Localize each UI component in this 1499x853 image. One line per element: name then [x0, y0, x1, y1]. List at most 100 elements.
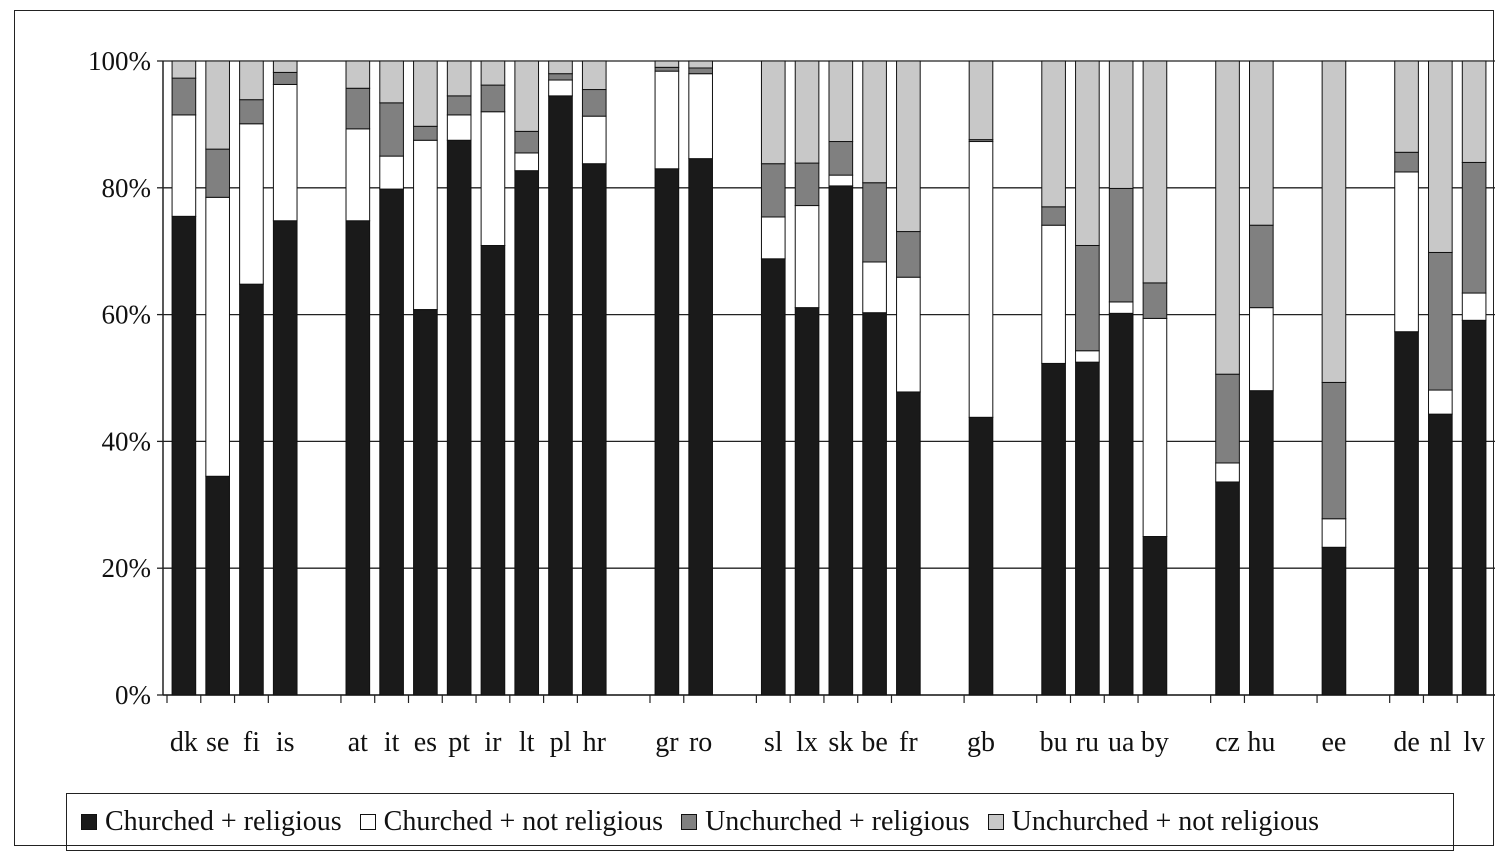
bar-segment-de-1 [1394, 331, 1419, 696]
bar-segment-pt-4 [446, 60, 472, 97]
stacked-bar-chart: 0% 20% 40% 60% 80% 100% dk se fi is at it es pt ir lt pl… [88, 46, 1495, 758]
bar-segment-es-1 [413, 309, 438, 696]
bar-segment-it-3 [379, 102, 404, 157]
y-tick-label: 20% [102, 553, 152, 583]
bar-segment-gb-1 [968, 416, 994, 696]
bar-segment-pl-2 [548, 79, 573, 97]
bar-segment-ee-3 [1321, 381, 1347, 520]
bar-segment-lv-1 [1461, 319, 1487, 696]
y-tick-label: 100% [88, 46, 151, 76]
bar-segment-lx-3 [794, 162, 820, 207]
x-tick-label: ru [1076, 727, 1099, 758]
bar-segment-pl-4 [548, 60, 573, 75]
bar-segment-at-4 [345, 60, 371, 89]
x-tick-label: de [1393, 727, 1419, 758]
bar-segment-hu-2 [1249, 307, 1274, 392]
bar-segment-nl-3 [1428, 251, 1453, 391]
bar-segment-de-3 [1394, 151, 1419, 173]
bar-segment-lv-3 [1461, 161, 1487, 294]
bar-segment-fi-3 [239, 99, 264, 125]
bar-segment-ro-4 [688, 60, 713, 69]
legend-item: Unchurched + not religious [987, 806, 1319, 838]
bar-segment-es-4 [413, 60, 438, 127]
bar-segment-dk-3 [171, 77, 197, 116]
bar-segment-lt-2 [514, 152, 540, 172]
bar-segment-lt-1 [514, 170, 540, 696]
bar-segment-fi-4 [239, 60, 264, 101]
bar-segment-hr-3 [581, 89, 607, 117]
bar-segment-cz-2 [1215, 462, 1240, 483]
bar-segment-cz-4 [1215, 60, 1240, 375]
x-tick-label: bu [1040, 727, 1068, 758]
bar-segment-be-1 [862, 312, 887, 696]
bar-segment-dk-1 [171, 215, 197, 696]
y-tick-label: 40% [102, 426, 152, 456]
bar-segment-gb-2 [968, 141, 994, 418]
legend-label: Churched + not religious [383, 806, 664, 837]
bar-segment-sl-4 [760, 60, 786, 165]
bar-segment-fr-2 [896, 276, 921, 393]
x-tick-label: it [384, 727, 400, 758]
bar-segment-se-3 [205, 148, 230, 198]
bar-segment-se-1 [205, 475, 230, 696]
bar-segment-bu-2 [1041, 224, 1066, 364]
bar-segment-be-4 [862, 60, 887, 184]
x-tick-label: be [861, 727, 887, 758]
bar-segment-ru-3 [1075, 244, 1100, 352]
x-tick-label: gb [967, 727, 995, 758]
bar-segment-bu-3 [1041, 206, 1066, 226]
x-tick-label: ir [484, 727, 502, 758]
bar-segment-ru-1 [1075, 361, 1100, 696]
bar-segment-se-4 [205, 60, 230, 150]
bar-segment-ee-1 [1321, 546, 1347, 696]
x-tick-label: lt [519, 727, 535, 758]
bar-segment-sk-1 [828, 185, 854, 696]
legend-swatch [81, 814, 97, 830]
bar-segment-lx-4 [794, 60, 820, 164]
bar-segment-ro-2 [688, 73, 713, 160]
x-tick-label: cz [1215, 727, 1240, 758]
bar-segment-ua-3 [1108, 187, 1134, 303]
bar-segment-pt-2 [446, 114, 472, 141]
bar-segment-lv-4 [1461, 60, 1487, 163]
bar-segment-ua-4 [1108, 60, 1134, 189]
bar-segment-lv-2 [1461, 292, 1487, 321]
legend-label: Unchurched + religious [705, 806, 970, 837]
y-tick-label: 0% [115, 680, 151, 710]
bar-segment-pl-3 [548, 73, 573, 81]
bar-segment-by-2 [1142, 317, 1168, 537]
bar-segment-at-3 [345, 87, 371, 130]
x-tick-label: hu [1247, 727, 1275, 758]
bar-segment-hu-1 [1249, 390, 1274, 696]
bar-segment-gr-4 [654, 60, 680, 68]
x-tick-label: ee [1322, 727, 1347, 758]
bar-segment-hu-3 [1249, 224, 1274, 309]
legend-item: Churched + not religious [359, 806, 664, 838]
x-tick-label: pl [550, 727, 572, 758]
bar-segment-it-4 [379, 60, 404, 104]
x-tick-label: fr [899, 727, 918, 758]
legend: Churched + religious Churched + not relig… [66, 793, 1454, 851]
bar-segment-fr-3 [896, 231, 921, 278]
bar-segment-fr-1 [896, 391, 921, 696]
bar-segment-sl-1 [760, 258, 786, 696]
bar-segment-es-2 [413, 139, 438, 311]
x-tick-label: hr [583, 727, 607, 758]
legend-swatch [987, 814, 1004, 830]
bar-segment-lx-1 [794, 307, 820, 696]
bar-segment-it-1 [379, 188, 404, 696]
x-tick-label: lx [796, 727, 818, 758]
bar-segment-ir-1 [480, 244, 506, 696]
chart-frame: 0% 20% 40% 60% 80% 100% dk se fi is at it es pt ir lt pl… [14, 10, 1495, 846]
legend-swatch [681, 814, 698, 830]
y-tick-label: 80% [102, 173, 152, 203]
bar-segment-is-2 [272, 83, 298, 222]
bar-segment-fi-1 [239, 283, 264, 696]
bar-segment-gb-4 [968, 60, 994, 141]
x-tick-label: es [414, 727, 437, 758]
x-tick-label: lv [1463, 727, 1485, 758]
bar-segment-ru-4 [1075, 60, 1100, 246]
bar-segment-ee-2 [1321, 518, 1347, 548]
bar-segment-lt-3 [514, 130, 540, 154]
bar-segment-hr-4 [581, 60, 607, 91]
